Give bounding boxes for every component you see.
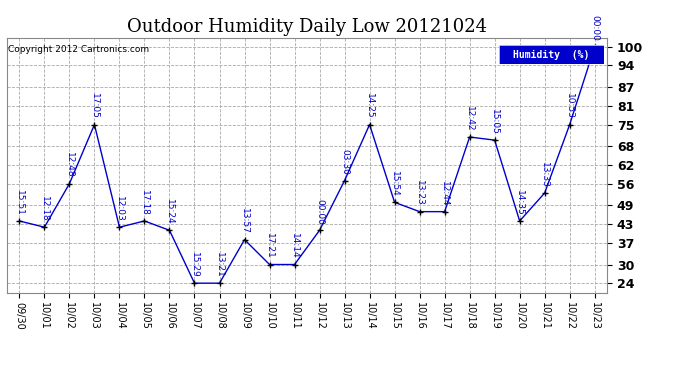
Text: 17:18: 17:18 bbox=[140, 189, 149, 215]
Text: 13:57: 13:57 bbox=[240, 208, 249, 234]
Text: 12:03: 12:03 bbox=[115, 196, 124, 222]
Text: 00:00: 00:00 bbox=[590, 15, 599, 41]
Text: 15:51: 15:51 bbox=[15, 189, 24, 215]
Text: 13:21: 13:21 bbox=[215, 252, 224, 278]
Text: 12:44: 12:44 bbox=[440, 181, 449, 206]
Text: 14:35: 14:35 bbox=[515, 190, 524, 215]
Text: 12:42: 12:42 bbox=[465, 106, 474, 132]
Text: 14:14: 14:14 bbox=[290, 233, 299, 259]
Text: 03:30: 03:30 bbox=[340, 149, 349, 175]
Text: Copyright 2012 Cartronics.com: Copyright 2012 Cartronics.com bbox=[8, 45, 149, 54]
Text: 15:05: 15:05 bbox=[490, 109, 499, 135]
Text: 12:48: 12:48 bbox=[65, 153, 74, 178]
Text: 17:05: 17:05 bbox=[90, 93, 99, 119]
Text: 15:29: 15:29 bbox=[190, 252, 199, 278]
Text: 13:33: 13:33 bbox=[540, 162, 549, 188]
Title: Outdoor Humidity Daily Low 20121024: Outdoor Humidity Daily Low 20121024 bbox=[127, 18, 487, 36]
Text: 12:18: 12:18 bbox=[40, 196, 49, 222]
Text: 17:21: 17:21 bbox=[265, 233, 274, 259]
Text: 15:54: 15:54 bbox=[390, 171, 399, 197]
Text: 14:25: 14:25 bbox=[365, 93, 374, 119]
Text: 00:00: 00:00 bbox=[315, 199, 324, 225]
Text: 13:23: 13:23 bbox=[415, 180, 424, 206]
Text: 15:24: 15:24 bbox=[165, 199, 174, 225]
Text: 10:53: 10:53 bbox=[565, 93, 574, 119]
